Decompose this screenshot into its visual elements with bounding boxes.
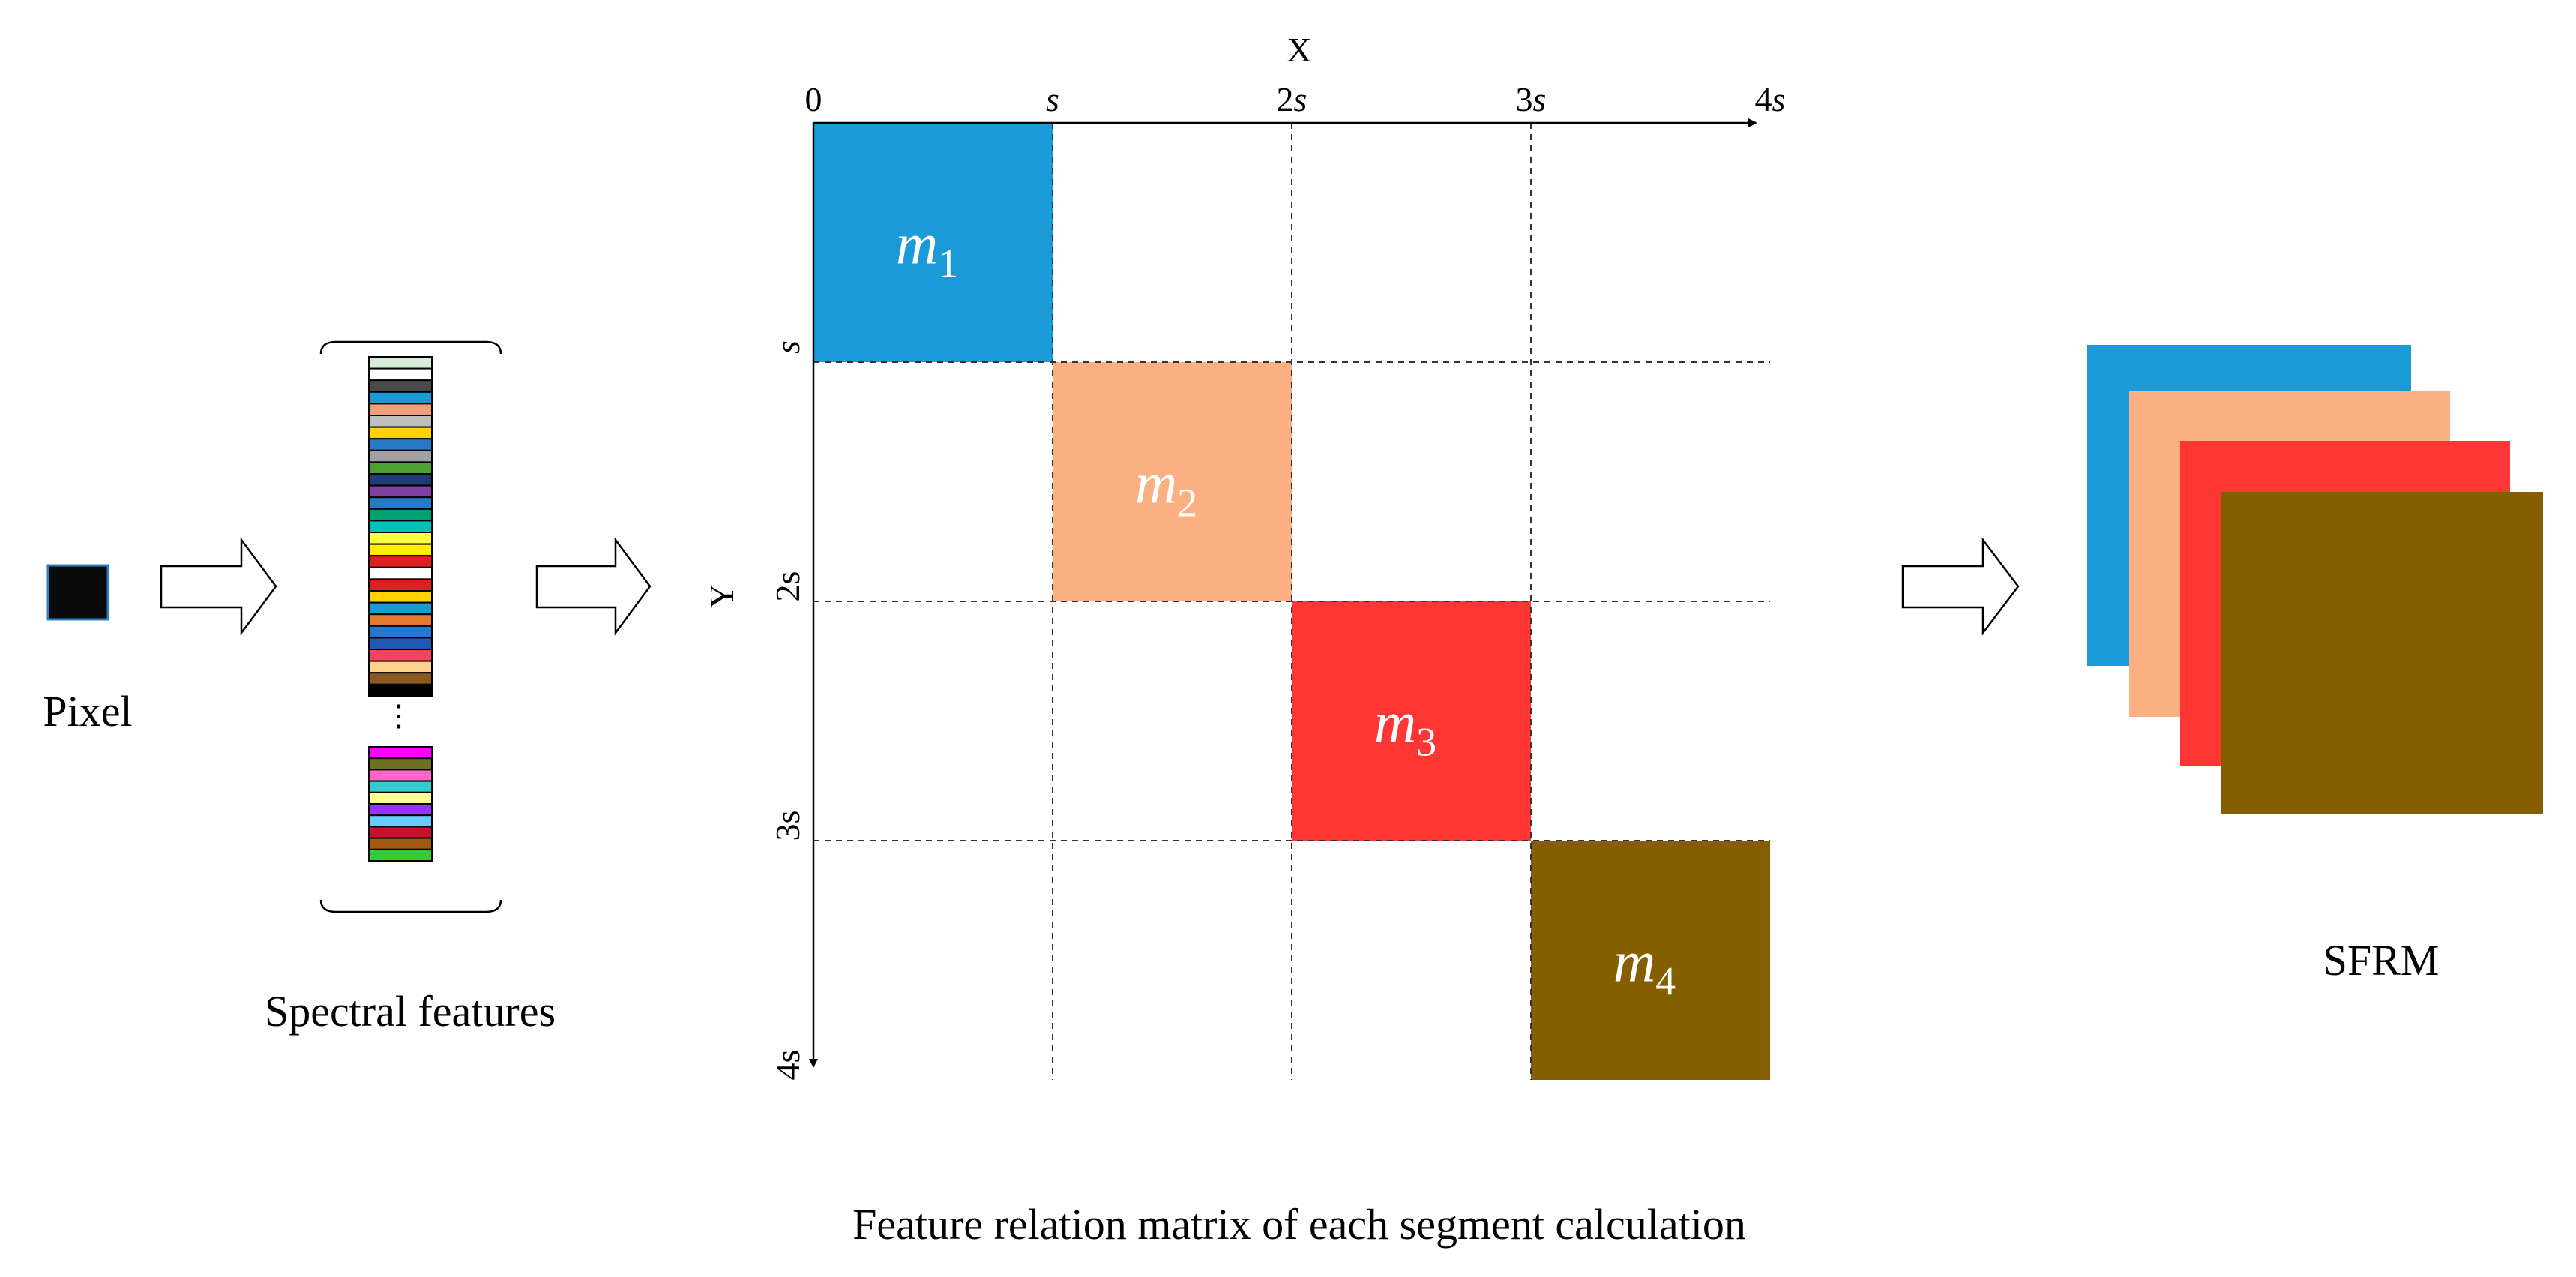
spectral-ellipsis: ⋮ xyxy=(384,699,414,733)
spectral-band xyxy=(368,625,433,639)
matrix-block-m2 xyxy=(1053,362,1292,601)
pixel-label: Pixel xyxy=(43,687,132,736)
spectral-band xyxy=(368,757,433,771)
spectral-band xyxy=(368,379,433,393)
sfrm-group: SFRM xyxy=(2087,345,2543,985)
spectral-band xyxy=(368,496,433,510)
feature-relation-matrix: m1 m2 m3 m4 X Y 0 s 2s 3s 4s s 2s 3s 4s Feature re… xyxy=(702,31,1785,1249)
spectral-band xyxy=(368,426,433,440)
spectral-band xyxy=(368,848,433,862)
pixel-group: Pixel xyxy=(43,564,133,736)
spectral-band xyxy=(368,449,433,463)
spectral-band xyxy=(368,578,433,592)
spectral-label: Spectral features xyxy=(265,987,556,1036)
matrix-block-m3 xyxy=(1292,601,1531,841)
x-tick-label: 3s xyxy=(1516,80,1547,118)
sfrm-layer xyxy=(2221,492,2543,814)
matrix-block-label: m1 xyxy=(896,211,958,286)
spectral-band xyxy=(368,814,433,828)
x-tick-label: s xyxy=(1046,80,1059,118)
spectral-band xyxy=(368,601,433,616)
spectral-band xyxy=(368,367,433,382)
spectral-band xyxy=(368,637,433,651)
matrix-blocks: m1 m2 m3 m4 xyxy=(813,123,1770,1080)
spectral-band xyxy=(368,672,433,685)
spectral-band xyxy=(368,415,433,428)
matrix-grid xyxy=(813,123,1770,1080)
bracket-top xyxy=(319,340,502,355)
spectral-band xyxy=(368,555,433,568)
spectral-band xyxy=(368,356,433,370)
x-tick-label: 2s xyxy=(1277,80,1307,118)
sfrm-label: SFRM xyxy=(2323,936,2440,985)
spectral-band xyxy=(368,683,433,697)
spectral-band xyxy=(368,473,433,487)
spectral-band xyxy=(368,461,433,475)
sfrm-stack xyxy=(2087,345,2543,814)
spectral-band xyxy=(368,438,433,451)
hollow-arrow-3 xyxy=(1901,537,2020,636)
spectral-band xyxy=(368,826,433,839)
matrix-block-m1 xyxy=(813,123,1053,362)
y-tick-label: 3s xyxy=(768,811,807,841)
spectral-band xyxy=(368,649,433,662)
spectral-band xyxy=(368,660,433,674)
matrix-block-label: m3 xyxy=(1374,690,1436,765)
matrix-block-label: m2 xyxy=(1135,451,1197,526)
spectral-band xyxy=(368,520,433,534)
spectral-band xyxy=(368,746,433,760)
y-tick-label: 2s xyxy=(768,571,807,602)
x-axis-label: X xyxy=(1287,31,1311,69)
spectral-band xyxy=(368,403,433,417)
spectral-band xyxy=(368,780,433,793)
spectral-band xyxy=(368,590,433,604)
hollow-arrow-2 xyxy=(535,537,651,636)
matrix-block-m4 xyxy=(1531,841,1770,1080)
x-tick-label: 0 xyxy=(805,80,822,118)
spectral-band xyxy=(368,484,433,499)
spectral-band xyxy=(368,508,433,522)
spectral-band xyxy=(368,566,433,580)
spectral-band xyxy=(368,532,433,545)
spectral-band xyxy=(368,803,433,817)
spectral-bands-top xyxy=(368,356,433,697)
bracket-bottom xyxy=(319,899,502,913)
spectral-band xyxy=(368,543,433,557)
y-tick-label: s xyxy=(768,340,807,354)
hollow-arrow-1 xyxy=(160,537,277,636)
spectral-band xyxy=(368,791,433,805)
matrix-block-label: m4 xyxy=(1613,929,1676,1004)
spectral-band xyxy=(368,613,433,627)
matrix-caption: Feature relation matrix of each segment … xyxy=(852,1200,1746,1249)
spectral-features: ⋮ Spectral features xyxy=(265,340,556,1036)
pixel-square xyxy=(46,564,109,621)
spectral-bands-bottom xyxy=(368,746,433,862)
y-tick-label: 4s xyxy=(768,1050,807,1081)
x-tick-labels: 0 s 2s 3s 4s xyxy=(805,80,1786,118)
y-tick-labels: s 2s 3s 4s xyxy=(768,340,807,1080)
spectral-band xyxy=(368,837,433,850)
y-axis-label: Y xyxy=(702,583,741,608)
spectral-band xyxy=(368,769,433,782)
x-tick-label: 4s xyxy=(1755,80,1786,118)
spectral-band xyxy=(368,391,433,405)
